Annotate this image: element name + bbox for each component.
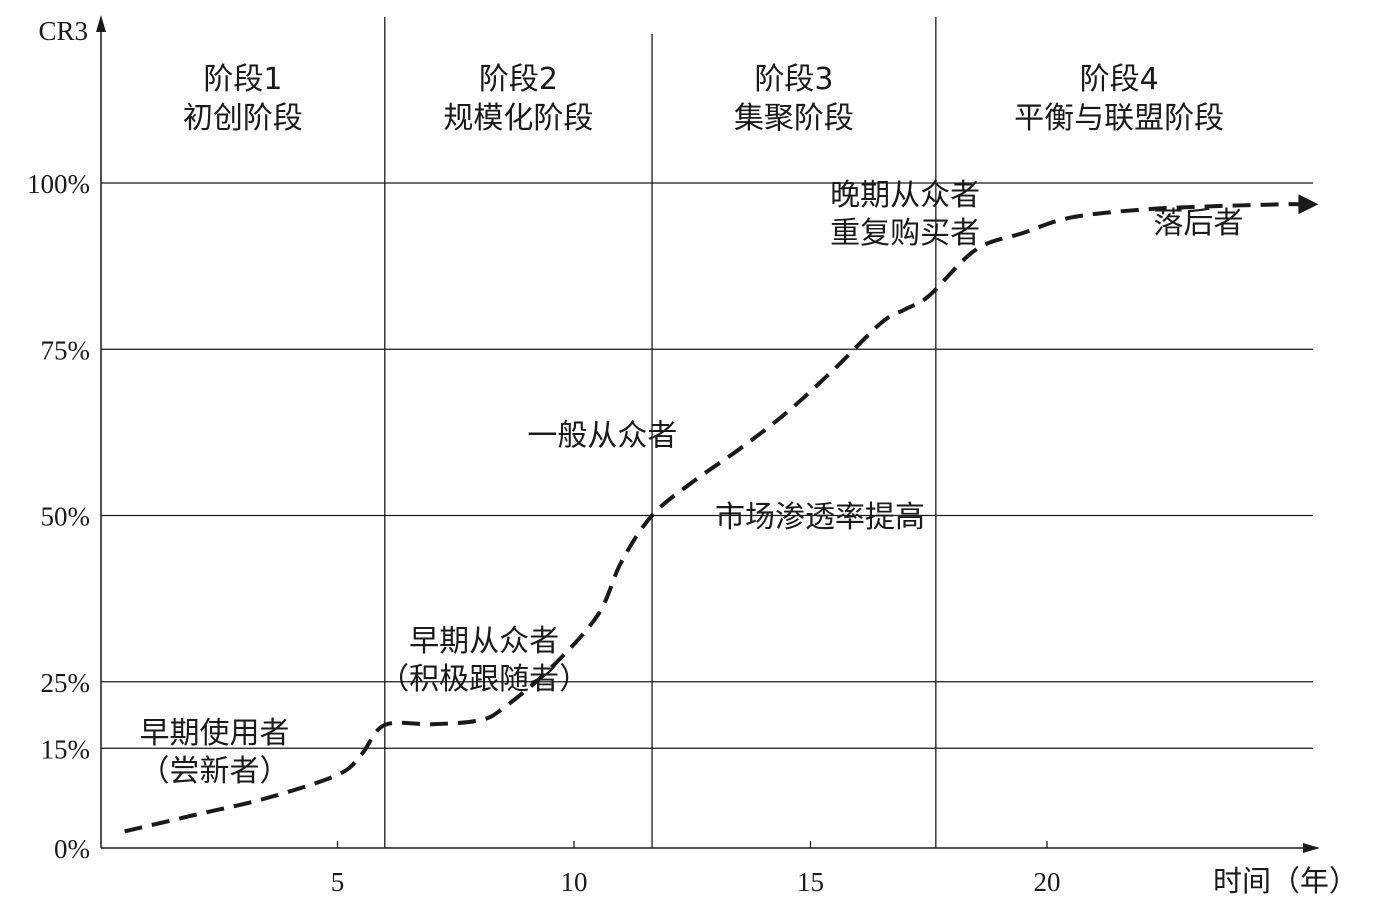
y-tick-label: 15% xyxy=(41,734,91,764)
y-tick-label: 50% xyxy=(41,502,91,532)
y-tick-label: 0% xyxy=(54,834,90,864)
stage-header-1: 阶段1 初创阶段 xyxy=(183,62,303,136)
y-axis-arrow xyxy=(96,15,106,32)
stage-header-4: 阶段4 平衡与联盟阶段 xyxy=(1014,62,1224,136)
annotation-6: 落后者 xyxy=(1153,206,1243,241)
annotation-text: （尝新者） xyxy=(140,754,290,789)
stage-subtitle: 初创阶段 xyxy=(183,101,303,136)
annotation-text: 晚期从众者 xyxy=(830,178,980,213)
stage-subtitle: 规模化阶段 xyxy=(443,101,593,136)
x-axis-label: 时间（年） xyxy=(1213,864,1358,898)
stage-title: 阶段3 xyxy=(754,62,833,97)
annotation-2: 早期从众者（积极跟随者） xyxy=(379,624,589,697)
annotation-text: （积极跟随者） xyxy=(379,662,589,697)
grid xyxy=(101,182,1313,749)
annotation-text: 一般从众者 xyxy=(527,419,677,454)
stage-header-3: 阶段3 集聚阶段 xyxy=(734,62,854,136)
stage-headers: 阶段1 初创阶段 阶段2 规模化阶段 阶段3 集聚阶段 阶段4 平衡与联盟阶段 xyxy=(183,62,1224,136)
y-tick-label: 25% xyxy=(41,668,91,698)
stage-title: 阶段2 xyxy=(479,62,558,97)
stage-dividers xyxy=(384,17,937,848)
stage-subtitle: 平衡与联盟阶段 xyxy=(1014,101,1224,136)
annotation-text: 早期从众者 xyxy=(409,624,559,659)
series xyxy=(124,194,1319,834)
series-arrowhead xyxy=(1298,194,1319,215)
stage-title: 阶段1 xyxy=(203,62,282,97)
x-tick-label: 10 xyxy=(561,867,588,897)
stage-title: 阶段4 xyxy=(1080,62,1159,97)
axes xyxy=(96,15,1320,853)
x-tick-label: 15 xyxy=(797,867,824,897)
y-tick-label: 75% xyxy=(41,335,91,365)
annotation-4: 市场渗透率提高 xyxy=(715,500,925,535)
y-tick-label: 100% xyxy=(27,169,90,199)
series-line xyxy=(124,202,1303,834)
annotation-text: 重复购买者 xyxy=(830,216,980,251)
y-axis-label: CR3 xyxy=(38,16,88,46)
annotation-text: 市场渗透率提高 xyxy=(715,500,925,535)
stage-header-2: 阶段2 规模化阶段 xyxy=(443,62,593,136)
x-axis-arrow xyxy=(1303,843,1320,853)
x-tick-label: 20 xyxy=(1034,867,1061,897)
annotation-text: 早期使用者 xyxy=(140,716,290,751)
stage-subtitle: 集聚阶段 xyxy=(734,101,854,136)
annotation-3: 一般从众者 xyxy=(527,419,677,454)
annotation-text: 落后者 xyxy=(1153,206,1243,241)
x-tick-label: 5 xyxy=(331,867,345,897)
annotation-1: 早期使用者（尝新者） xyxy=(140,716,290,789)
tick-labels: 0% 15% 25% 50% 75% 100% 5 10 15 20 xyxy=(27,169,1061,897)
